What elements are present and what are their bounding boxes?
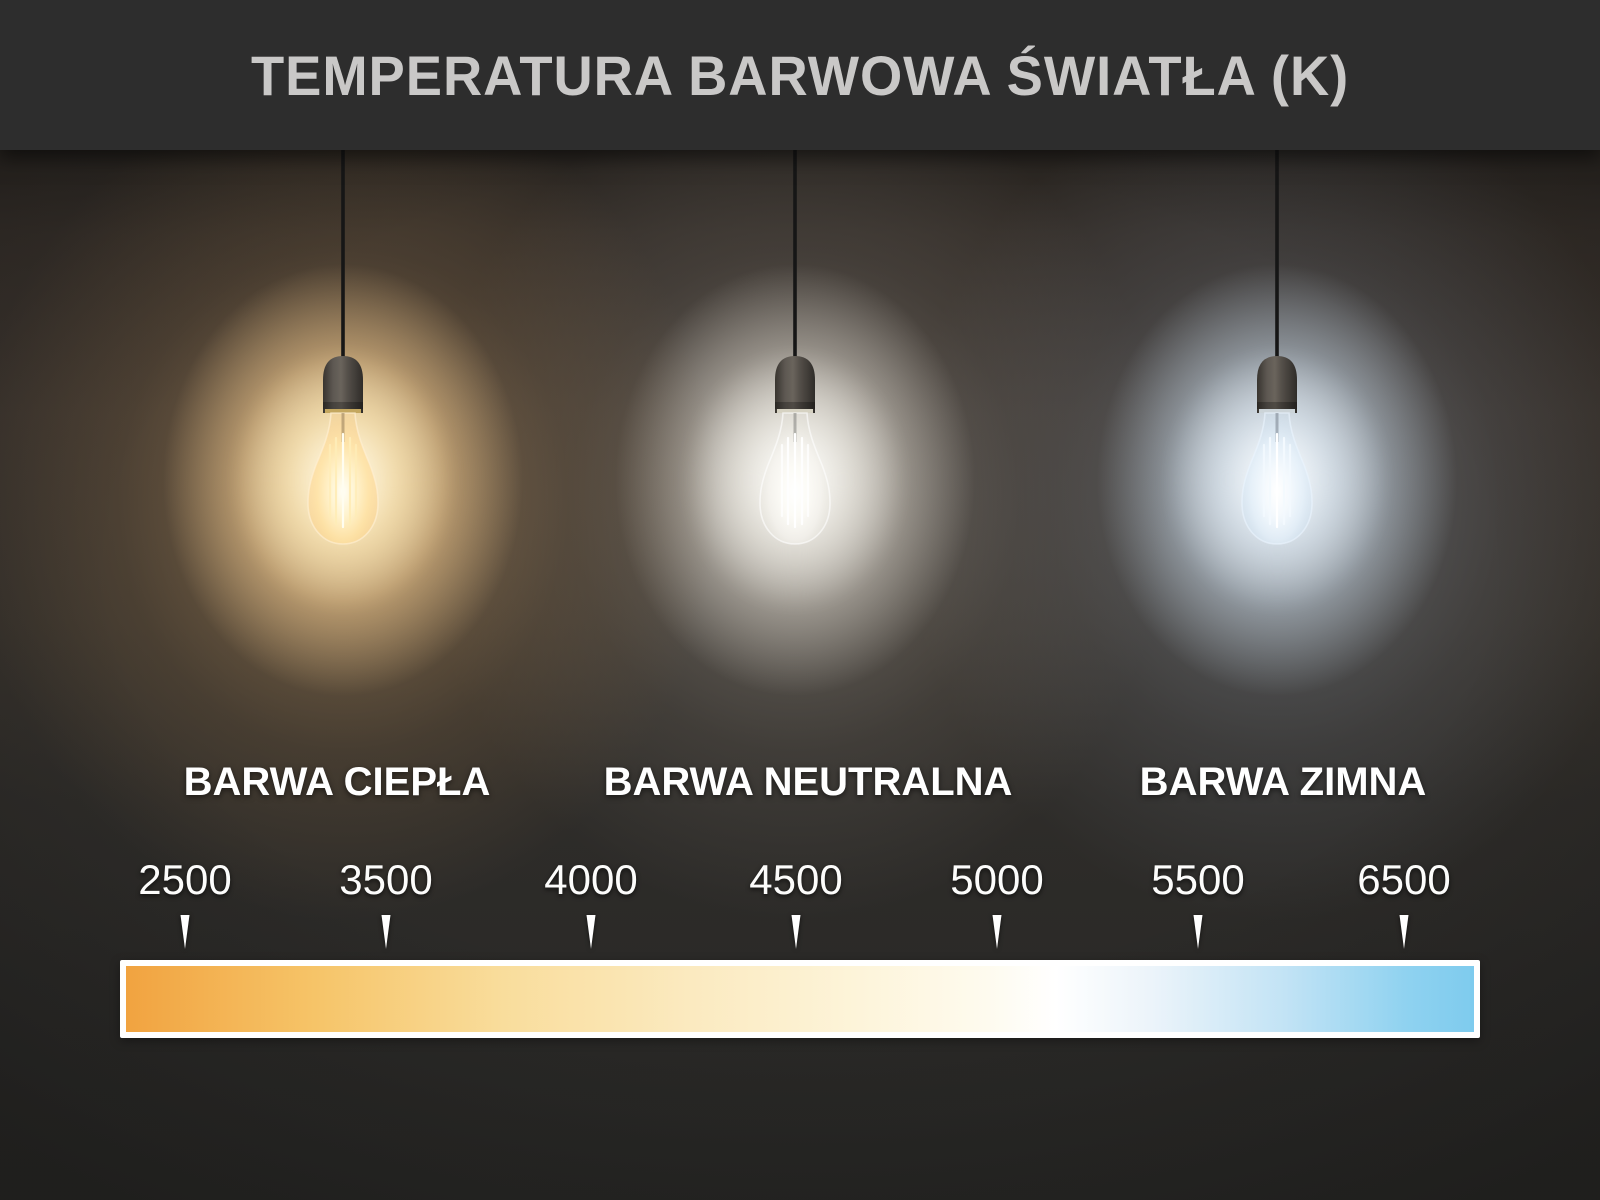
cord-line (1275, 150, 1279, 357)
pendant-lamp-warm (307, 150, 379, 545)
down-arrow-icon (1193, 915, 1203, 949)
tick-label-6500: 6500 (1357, 856, 1451, 903)
pendant-lamp-neutral (759, 150, 831, 545)
socket-shadow-band (1257, 402, 1297, 409)
temperature-gradient-fill (126, 966, 1474, 1032)
cord-line (793, 150, 797, 357)
down-arrow-icon (992, 915, 1002, 949)
tick-label-5500: 5500 (1151, 856, 1245, 903)
pendant-lamp-cold (1241, 150, 1313, 545)
down-arrow-icon (381, 915, 391, 949)
tick-label-4000: 4000 (544, 856, 638, 903)
cord-line (341, 150, 345, 357)
tick-label-2500: 2500 (138, 856, 232, 903)
tick-label-5000: 5000 (950, 856, 1044, 903)
socket-shadow-band (775, 402, 815, 409)
down-arrow-icon (180, 915, 190, 949)
down-arrow-icon (791, 915, 801, 949)
zone-label-cold: BARWA ZIMNA (1139, 760, 1427, 804)
zone-label-warm: BARWA CIEPŁA (183, 760, 491, 804)
zone-label-neutral: BARWA NEUTRALNA (603, 760, 1013, 804)
page-title: TEMPERATURA BARWOWA ŚWIATŁA (K) (250, 43, 1350, 107)
wall-background: BARWA CIEPŁA BARWA NEUTRALNA BARWA ZIMNA… (0, 150, 1600, 1200)
socket-shadow-band (323, 402, 363, 409)
tick-label-3500: 3500 (339, 856, 433, 903)
tick-label-4500: 4500 (749, 856, 843, 903)
temperature-gradient-bar (120, 960, 1480, 1038)
down-arrow-icon (1399, 915, 1409, 949)
header-bar: TEMPERATURA BARWOWA ŚWIATŁA (K) (0, 0, 1600, 150)
down-arrow-icon (586, 915, 596, 949)
